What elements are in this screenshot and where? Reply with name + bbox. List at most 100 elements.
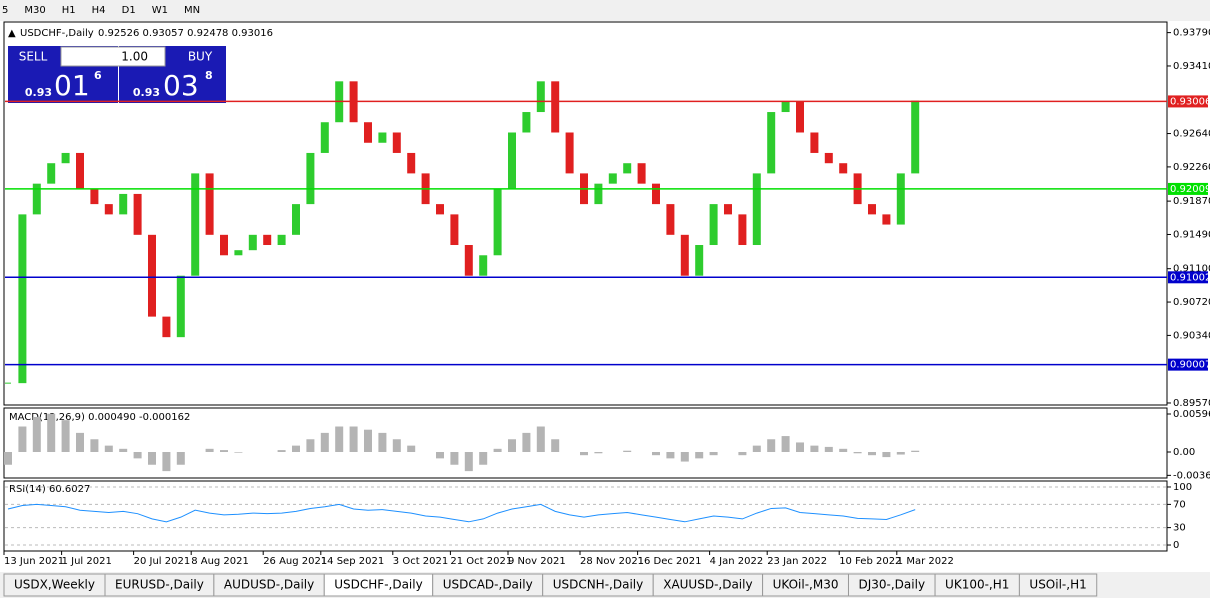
macd-bar [392,439,401,453]
level-box [1168,95,1208,108]
rsi-panel [3,480,1168,552]
sell-button[interactable]: SELL [19,50,48,64]
x-tick-label: 14 Sep 2021 [321,556,384,567]
macd-bar [839,448,848,453]
y-tick-label: 70 [1173,499,1186,510]
candle [479,255,488,276]
macd-bar [623,450,632,453]
macd-bar [349,426,358,453]
macd-bar [738,452,747,456]
candle [104,204,113,215]
candle [277,234,286,246]
candle [162,316,171,338]
candle [911,100,920,174]
candle [709,204,718,246]
macd-bar [810,445,819,453]
candle [61,152,70,164]
macd-bar [90,439,99,453]
timeframe-button[interactable]: W1 [152,5,168,16]
macd-bar [133,452,142,459]
macd-bar [594,452,603,454]
candle [652,183,660,205]
candle [148,234,156,317]
candle [536,81,545,113]
x-tick-label: 8 Aug 2021 [191,556,249,567]
level-box [1168,271,1208,284]
timeframe-button[interactable]: D1 [122,5,136,16]
lot-box[interactable] [60,46,166,67]
tab-label[interactable]: EURUSD-,Daily [115,578,204,592]
x-tick-label: 9 Nov 2021 [508,556,566,567]
macd-panel [3,407,1168,479]
macd-bar [220,450,228,453]
candle [594,183,603,205]
candle [320,122,329,153]
candle [781,101,790,113]
y-tick-label: 0.005963 [1173,409,1210,420]
timeframe-button[interactable]: H1 [62,5,76,16]
x-tick-label: 3 Oct 2021 [393,556,448,567]
macd-bar [436,452,444,459]
macd-bar [680,452,689,462]
sell-pips: 01 [54,69,90,102]
tab-label[interactable]: UK100-,H1 [945,578,1009,592]
tab-label[interactable]: USDX,Weekly [14,578,95,592]
macd-bar [277,450,286,453]
candle [637,163,646,184]
macd-bar [896,452,905,455]
candle [76,152,84,189]
candle [882,214,891,225]
macd-bar [479,452,488,465]
candle [666,204,675,235]
header-icon: ▲ [8,28,16,39]
toolbar [0,0,1210,21]
candle [752,173,761,246]
buy-button[interactable]: BUY [188,50,213,64]
candle [292,204,300,235]
candle [767,112,776,174]
tab-label[interactable]: USDCNH-,Daily [553,578,644,592]
y-tick-label: 100 [1173,482,1192,493]
macd-bar [162,452,171,472]
lot[interactable]: 1.00 [121,50,148,64]
tab[interactable] [1018,573,1098,597]
tab-label[interactable]: USOil-,H1 [1029,578,1086,592]
macd-bar [695,452,704,459]
candle [407,152,416,174]
candle [608,173,617,184]
tab-label[interactable]: AUDUSD-,Daily [224,578,314,592]
tab-label[interactable]: UKOil-,M30 [773,578,839,592]
level-label: 0.93006 [1170,96,1210,107]
candle [868,204,876,215]
macd-bar [767,439,776,453]
macd-bar [335,426,344,453]
tab-label[interactable]: USDCAD-,Daily [443,578,533,592]
timeframe-button[interactable]: M30 [24,5,45,16]
candle [810,132,819,153]
macd-bar [61,420,70,453]
timeframe-button[interactable]: H4 [92,5,106,16]
y-tick-label: -0.003664 [1173,470,1210,481]
candle [234,250,243,256]
x-tick-label: 1 Jul 2021 [62,556,112,567]
buy-big: 0.93 [133,86,160,99]
timeframe-button[interactable]: 5 [2,5,8,16]
macd-bar [551,439,560,453]
tab-label[interactable]: XAUUSD-,Daily [663,578,752,592]
macd-bar [76,432,84,453]
x-tick-label: 20 Jul 2021 [134,556,191,567]
candle [90,188,99,205]
timeframe-button[interactable]: MN [184,5,200,16]
candle [32,183,41,215]
tab-label[interactable]: DJ30-,Daily [858,578,925,592]
y-tick-label: 0.00 [1173,447,1195,458]
tab-label[interactable]: USDCHF-,Daily [334,578,422,592]
candle [18,214,27,384]
